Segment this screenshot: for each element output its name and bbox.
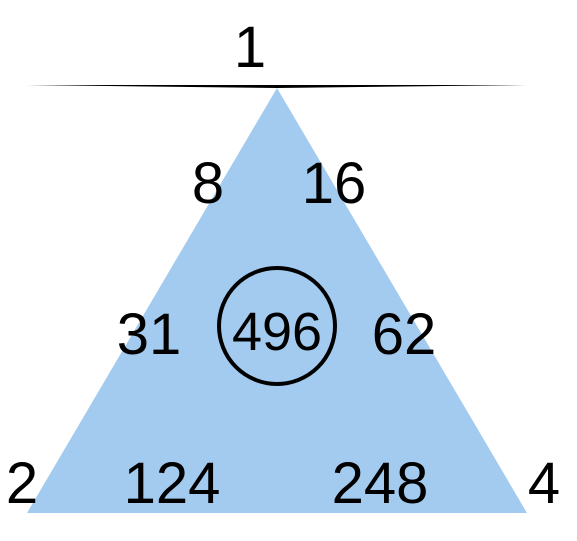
- number-top: 1: [234, 19, 266, 77]
- number-mid-left-1: 8: [192, 155, 224, 213]
- number-mid-right-2: 62: [372, 306, 437, 364]
- number-bottom-mr: 248: [332, 455, 429, 513]
- number-center: 496: [232, 305, 322, 359]
- number-bottom-r: 4: [528, 455, 560, 513]
- diagram-stage: 1 8 16 31 496 62 2 124 248 4: [0, 0, 577, 541]
- number-mid-left-2: 31: [117, 306, 182, 364]
- number-bottom-ml: 124: [124, 455, 221, 513]
- number-bottom-l: 2: [6, 455, 38, 513]
- number-mid-right-1: 16: [302, 155, 367, 213]
